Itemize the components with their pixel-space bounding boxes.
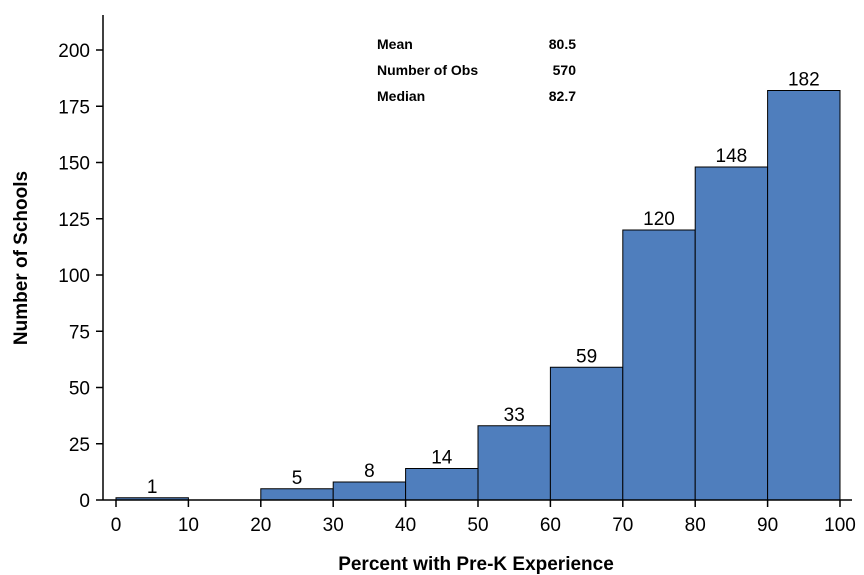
y-tick-label: 175 xyxy=(58,97,90,118)
x-tick-label: 100 xyxy=(824,515,856,536)
bar-80-90 xyxy=(694,166,769,501)
bar-value-label: 182 xyxy=(788,70,820,91)
bar-value-label: 148 xyxy=(716,146,748,167)
x-tick-label: 30 xyxy=(323,515,344,536)
x-tick-label: 20 xyxy=(250,515,271,536)
x-tick-label: 60 xyxy=(540,515,561,536)
bar-60-70 xyxy=(549,366,624,501)
x-tick-label: 0 xyxy=(111,515,122,536)
x-tick-label: 10 xyxy=(178,515,199,536)
stats-value-mean: 80.5 xyxy=(549,36,576,52)
x-tick-label: 90 xyxy=(757,515,778,536)
bar-50-60 xyxy=(477,425,551,501)
y-tick-label: 200 xyxy=(58,41,90,62)
y-tick-label: 75 xyxy=(69,322,90,343)
bars-layer xyxy=(115,90,841,501)
x-tick-label: 50 xyxy=(467,515,488,536)
y-axis-title: Number of Schools xyxy=(11,171,32,345)
bar-value-label: 59 xyxy=(576,346,597,367)
x-ticks-layer: 0 10 20 30 40 50 60 70 80 90 100 xyxy=(111,500,856,536)
bar-90-100 xyxy=(767,90,841,501)
bar-40-50 xyxy=(405,468,479,501)
x-tick-label: 40 xyxy=(395,515,416,536)
bar-value-label: 8 xyxy=(364,461,375,482)
y-ticks-layer: 0 25 50 75 100 125 150 175 200 xyxy=(58,41,103,512)
bar-value-label: 1 xyxy=(147,477,158,498)
bar-labels-layer: 1 5 8 14 33 59 120 148 182 xyxy=(147,70,820,498)
x-axis-title: Percent with Pre-K Experience xyxy=(338,554,614,575)
stats-label-mean: Mean xyxy=(377,36,413,52)
y-tick-label: 125 xyxy=(58,210,90,231)
y-tick-label: 150 xyxy=(58,154,90,175)
bar-value-label: 5 xyxy=(292,468,303,489)
x-tick-label: 70 xyxy=(612,515,633,536)
stats-value-median: 82.7 xyxy=(549,88,576,104)
stats-value-obs: 570 xyxy=(553,62,577,78)
y-tick-label: 0 xyxy=(79,491,90,512)
stats-label-median: Median xyxy=(377,88,425,104)
bar-30-40 xyxy=(332,481,407,501)
bar-value-label: 14 xyxy=(431,448,453,469)
bar-value-label: 120 xyxy=(643,209,675,230)
y-tick-label: 50 xyxy=(69,379,90,400)
bar-70-80 xyxy=(622,229,696,501)
stats-box: Mean 80.5 Number of Obs 570 Median 82.7 xyxy=(377,36,576,104)
y-tick-label: 100 xyxy=(58,266,90,287)
y-tick-label: 25 xyxy=(69,435,90,456)
x-tick-label: 80 xyxy=(685,515,706,536)
bar-20-30 xyxy=(260,488,334,501)
stats-label-obs: Number of Obs xyxy=(377,62,478,78)
bar-value-label: 33 xyxy=(504,405,525,426)
